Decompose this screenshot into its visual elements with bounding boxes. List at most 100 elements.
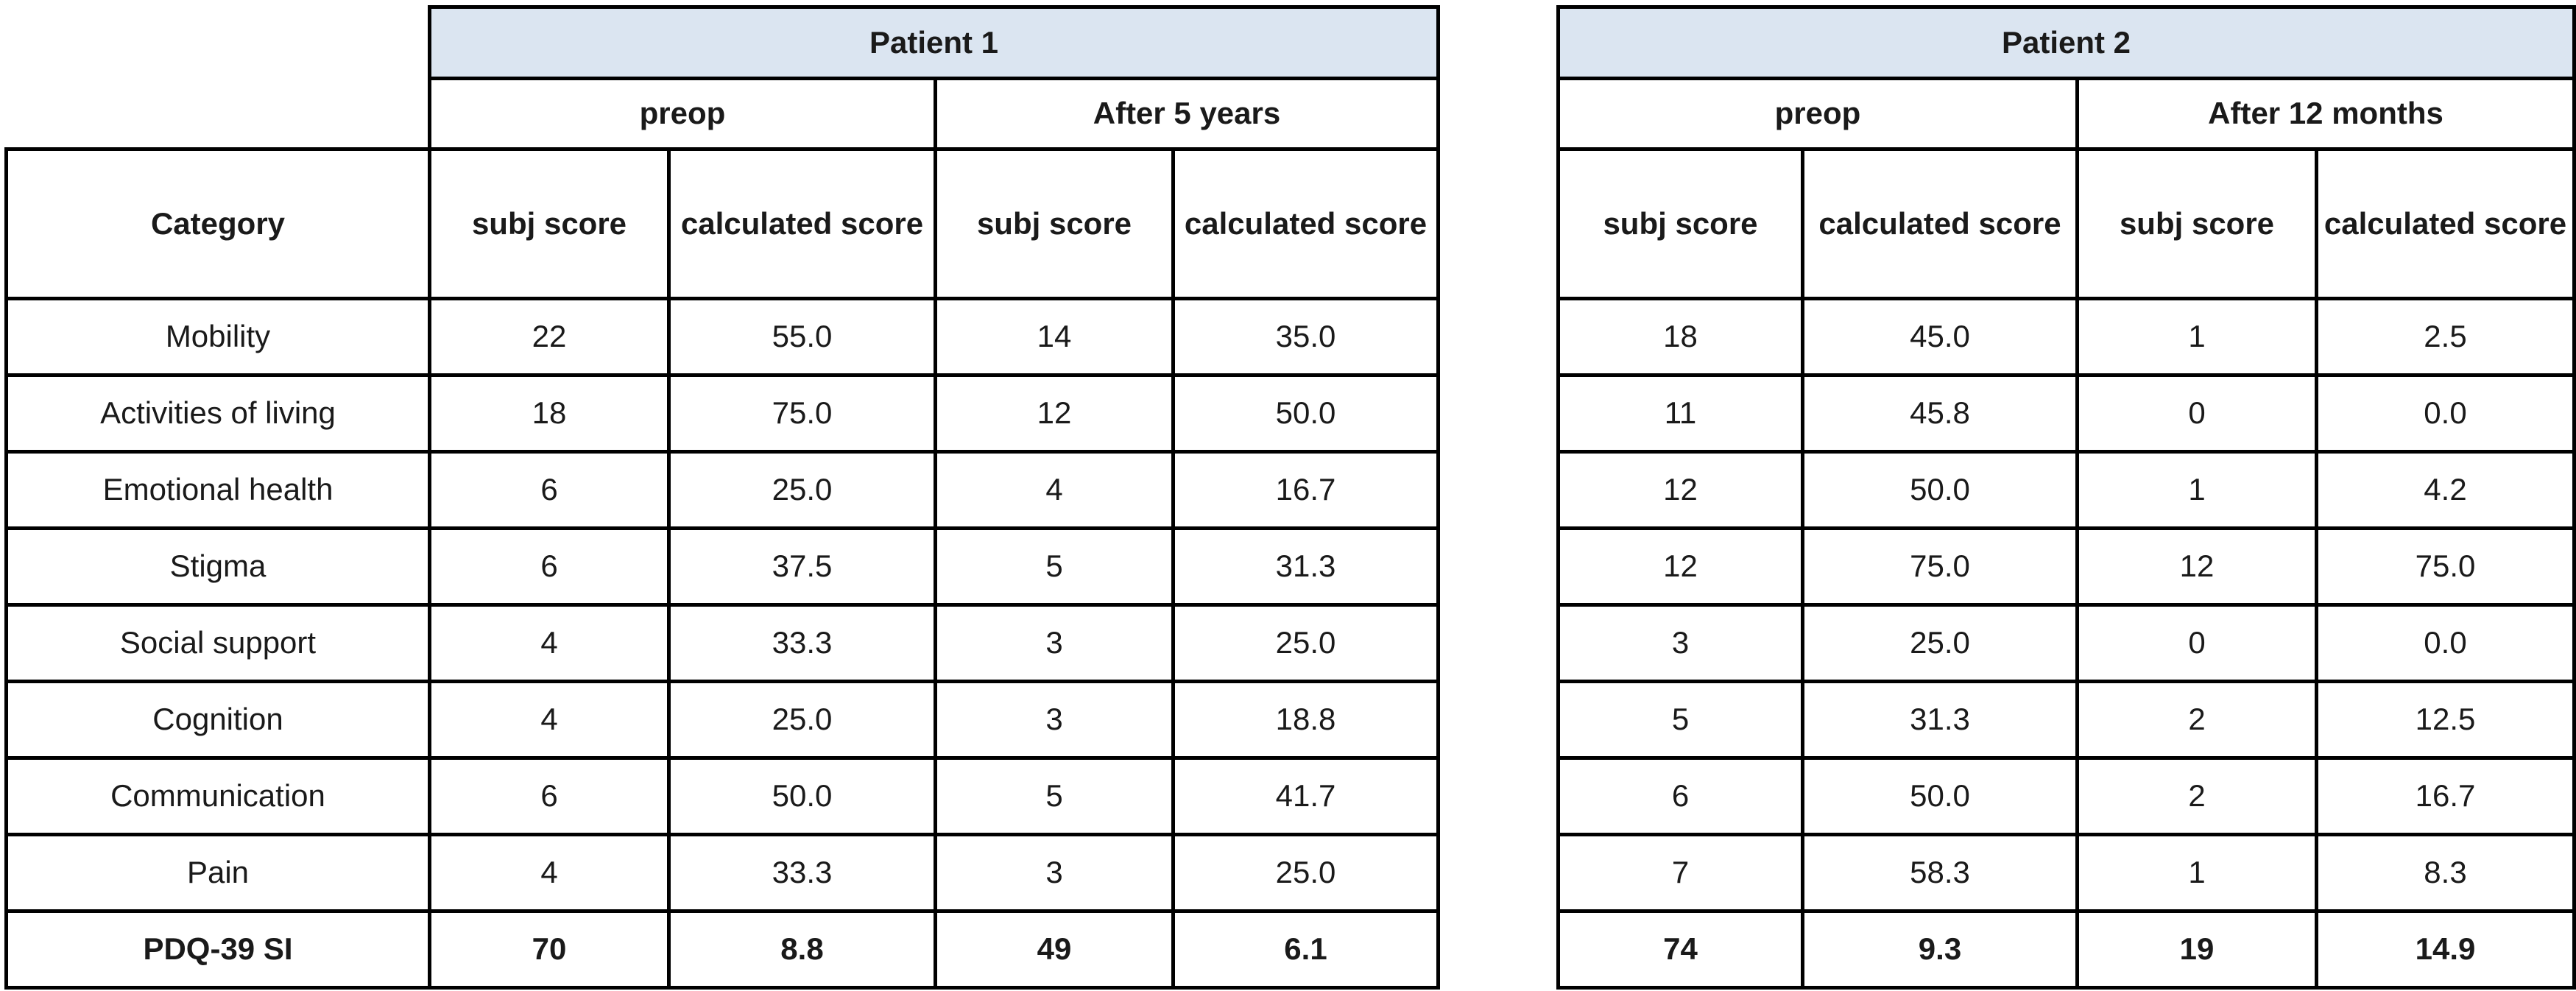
total-row: 74 9.3 19 14.9 xyxy=(1556,909,2576,990)
score-value: 1 xyxy=(2075,297,2318,377)
empty-corner xyxy=(7,79,430,149)
column-header: calculated score xyxy=(1171,147,1440,300)
column-group-after: After 5 years xyxy=(934,77,1440,151)
table-row: Cognition 4 25.0 3 18.8 xyxy=(4,680,1440,760)
table-row: 3 25.0 0 0.0 xyxy=(1556,603,2576,683)
score-value: 18 xyxy=(1556,297,1804,377)
patient1-title: Patient 1 xyxy=(428,5,1440,80)
score-value: 4 xyxy=(428,680,671,760)
score-value: 50.0 xyxy=(1801,756,2079,836)
score-value: 4.2 xyxy=(2315,450,2576,530)
score-value: 6 xyxy=(428,526,671,607)
score-value: 4 xyxy=(934,450,1175,530)
table-row: 12 50.0 1 4.2 xyxy=(1556,450,2576,530)
patient2-title: Patient 2 xyxy=(1556,5,2576,80)
score-value: 55.0 xyxy=(667,297,937,377)
total-value: 6.1 xyxy=(1171,909,1440,990)
table-row: 5 31.3 2 12.5 xyxy=(1556,680,2576,760)
category-label: Social support xyxy=(4,603,431,683)
score-value: 0.0 xyxy=(2315,603,2576,683)
score-value: 18 xyxy=(428,373,671,454)
empty-corner xyxy=(7,7,430,79)
score-value: 3 xyxy=(934,603,1175,683)
score-value: 25.0 xyxy=(1801,603,2079,683)
score-value: 75.0 xyxy=(2315,526,2576,607)
total-label: PDQ-39 SI xyxy=(4,909,431,990)
score-value: 1 xyxy=(2075,833,2318,913)
table-row: 12 75.0 12 75.0 xyxy=(1556,526,2576,607)
score-value: 5 xyxy=(934,526,1175,607)
score-value: 2 xyxy=(2075,756,2318,836)
score-value: 8.3 xyxy=(2315,833,2576,913)
table-row: 18 45.0 1 2.5 xyxy=(1556,297,2576,377)
score-value: 25.0 xyxy=(1171,603,1440,683)
table-row: Pain 4 33.3 3 25.0 xyxy=(4,833,1440,913)
table-row: Patient 2 xyxy=(1556,5,2576,80)
table-row: 11 45.8 0 0.0 xyxy=(1556,373,2576,454)
score-value: 12 xyxy=(934,373,1175,454)
score-value: 50.0 xyxy=(1801,450,2079,530)
total-value: 19 xyxy=(2075,909,2318,990)
score-value: 25.0 xyxy=(667,680,937,760)
score-value: 0.0 xyxy=(2315,373,2576,454)
column-group-preop: preop xyxy=(428,77,937,151)
score-value: 6 xyxy=(428,450,671,530)
score-value: 35.0 xyxy=(1171,297,1440,377)
table-row: Category subj score calculated score sub… xyxy=(4,147,1440,300)
score-value: 0 xyxy=(2075,373,2318,454)
table-row: Social support 4 33.3 3 25.0 xyxy=(4,603,1440,683)
patient2-table: Patient 2 preop After 12 months subj sco… xyxy=(1556,5,2576,990)
score-value: 18.8 xyxy=(1171,680,1440,760)
table-row: preop After 12 months xyxy=(1556,77,2576,151)
score-value: 37.5 xyxy=(667,526,937,607)
score-value: 5 xyxy=(934,756,1175,836)
score-value: 3 xyxy=(934,680,1175,760)
score-value: 45.8 xyxy=(1801,373,2079,454)
score-value: 25.0 xyxy=(667,450,937,530)
table-row: Patient 1 xyxy=(7,5,1440,80)
total-value: 70 xyxy=(428,909,671,990)
total-row: PDQ-39 SI 70 8.8 49 6.1 xyxy=(4,909,1440,990)
score-value: 6 xyxy=(428,756,671,836)
total-value: 49 xyxy=(934,909,1175,990)
score-value: 1 xyxy=(2075,450,2318,530)
total-value: 74 xyxy=(1556,909,1804,990)
table-row: Mobility 22 55.0 14 35.0 xyxy=(4,297,1440,377)
score-value: 31.3 xyxy=(1171,526,1440,607)
score-value: 33.3 xyxy=(667,833,937,913)
category-label: Cognition xyxy=(4,680,431,760)
score-value: 2 xyxy=(2075,680,2318,760)
score-value: 5 xyxy=(1556,680,1804,760)
column-group-after: After 12 months xyxy=(2075,77,2576,151)
category-label: Communication xyxy=(4,756,431,836)
score-value: 50.0 xyxy=(667,756,937,836)
column-header: subj score xyxy=(934,147,1175,300)
table-row: Communication 6 50.0 5 41.7 xyxy=(4,756,1440,836)
column-header: calculated score xyxy=(1801,147,2079,300)
category-label: Stigma xyxy=(4,526,431,607)
score-value: 14 xyxy=(934,297,1175,377)
table-row: Activities of living 18 75.0 12 50.0 xyxy=(4,373,1440,454)
score-value: 12 xyxy=(2075,526,2318,607)
total-value: 14.9 xyxy=(2315,909,2576,990)
score-value: 75.0 xyxy=(667,373,937,454)
table-row: subj score calculated score subj score c… xyxy=(1556,147,2576,300)
table-row: Stigma 6 37.5 5 31.3 xyxy=(4,526,1440,607)
score-value: 41.7 xyxy=(1171,756,1440,836)
score-value: 12 xyxy=(1556,526,1804,607)
category-label: Mobility xyxy=(4,297,431,377)
column-header: subj score xyxy=(2075,147,2318,300)
score-value: 4 xyxy=(428,603,671,683)
category-label: Activities of living xyxy=(4,373,431,454)
score-value: 33.3 xyxy=(667,603,937,683)
score-value: 7 xyxy=(1556,833,1804,913)
score-value: 12 xyxy=(1556,450,1804,530)
score-value: 16.7 xyxy=(2315,756,2576,836)
score-value: 22 xyxy=(428,297,671,377)
score-value: 75.0 xyxy=(1801,526,2079,607)
score-value: 3 xyxy=(1556,603,1804,683)
score-value: 58.3 xyxy=(1801,833,2079,913)
total-value: 8.8 xyxy=(667,909,937,990)
category-label: Emotional health xyxy=(4,450,431,530)
